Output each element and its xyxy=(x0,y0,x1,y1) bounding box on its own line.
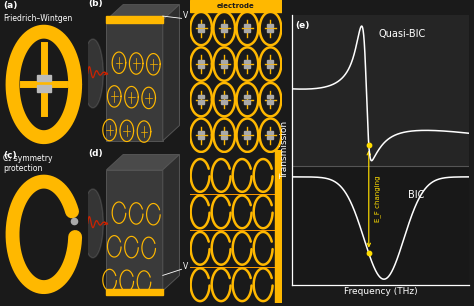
Bar xyxy=(267,65,273,68)
Polygon shape xyxy=(107,155,180,170)
Polygon shape xyxy=(107,5,180,20)
Bar xyxy=(245,24,250,27)
Bar xyxy=(267,131,273,134)
Bar xyxy=(198,136,204,139)
Bar xyxy=(292,166,469,290)
Bar xyxy=(292,10,469,166)
Ellipse shape xyxy=(82,189,103,258)
Text: (e): (e) xyxy=(295,21,310,30)
Text: (a): (a) xyxy=(3,1,18,10)
Text: (b): (b) xyxy=(89,0,103,8)
Bar xyxy=(221,29,227,32)
Bar xyxy=(221,65,227,68)
Ellipse shape xyxy=(82,39,103,108)
Bar xyxy=(245,131,250,134)
Bar xyxy=(267,60,273,63)
Bar xyxy=(37,75,51,81)
Text: electrode: electrode xyxy=(217,3,255,9)
Y-axis label: Transmission: Transmission xyxy=(280,121,289,179)
Bar xyxy=(245,29,250,32)
Point xyxy=(71,219,78,224)
Bar xyxy=(221,95,227,99)
Polygon shape xyxy=(163,155,180,291)
Bar xyxy=(198,24,204,27)
Polygon shape xyxy=(107,20,163,141)
Text: (d): (d) xyxy=(89,149,103,158)
Bar xyxy=(198,29,204,32)
Text: V: V xyxy=(182,11,188,21)
Bar xyxy=(198,95,204,99)
Point xyxy=(365,142,373,147)
Bar xyxy=(267,24,273,27)
Point xyxy=(365,251,373,256)
Bar xyxy=(221,131,227,134)
Text: BIC: BIC xyxy=(408,190,424,200)
Bar xyxy=(267,95,273,99)
Bar xyxy=(221,60,227,63)
Bar xyxy=(274,150,282,303)
Bar xyxy=(245,95,250,99)
Bar xyxy=(267,100,273,103)
Bar xyxy=(37,85,51,92)
Text: Quasi-BIC: Quasi-BIC xyxy=(378,29,425,39)
Polygon shape xyxy=(163,5,180,141)
Bar xyxy=(198,60,204,63)
Text: Friedrich–Wintgen: Friedrich–Wintgen xyxy=(3,14,73,23)
X-axis label: Frequency (THz): Frequency (THz) xyxy=(344,287,417,296)
Bar xyxy=(267,136,273,139)
Bar xyxy=(198,100,204,103)
Text: (c): (c) xyxy=(3,151,17,160)
Bar xyxy=(198,65,204,68)
Bar xyxy=(221,24,227,27)
Text: C₂ symmetry
protection: C₂ symmetry protection xyxy=(3,154,53,173)
Bar xyxy=(221,100,227,103)
Polygon shape xyxy=(107,170,163,291)
Bar xyxy=(107,289,163,295)
Bar xyxy=(245,60,250,63)
Bar xyxy=(198,131,204,134)
Bar xyxy=(190,0,282,13)
Text: V: V xyxy=(182,262,188,271)
Bar xyxy=(245,100,250,103)
Bar xyxy=(107,16,163,23)
Text: E_F changing: E_F changing xyxy=(374,176,381,222)
Bar xyxy=(245,65,250,68)
Bar xyxy=(267,29,273,32)
Bar xyxy=(245,136,250,139)
Bar xyxy=(221,136,227,139)
